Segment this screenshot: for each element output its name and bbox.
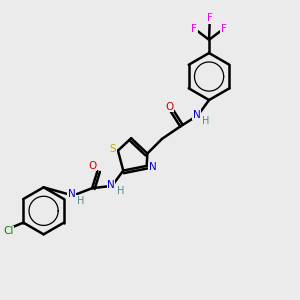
Text: F: F <box>207 13 213 23</box>
Text: H: H <box>117 186 124 196</box>
Text: H: H <box>202 116 210 126</box>
Text: N: N <box>193 110 201 120</box>
Text: F: F <box>191 24 197 34</box>
Text: Cl: Cl <box>3 226 13 236</box>
Text: N: N <box>149 162 157 172</box>
Text: F: F <box>221 24 227 34</box>
Text: S: S <box>110 144 116 154</box>
Text: N: N <box>107 180 115 190</box>
Text: H: H <box>77 196 84 206</box>
Text: O: O <box>166 101 174 112</box>
Text: N: N <box>68 189 76 200</box>
Text: O: O <box>88 161 97 171</box>
